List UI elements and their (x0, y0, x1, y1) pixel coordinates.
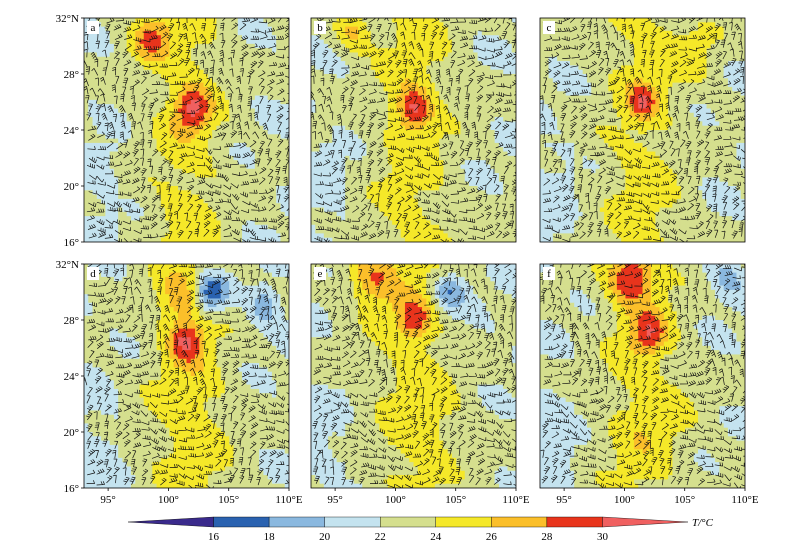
y-tick-label: 24° (64, 125, 79, 137)
panel-label-box (87, 21, 99, 34)
panel-label-box (87, 267, 99, 280)
panel-label: e (318, 268, 323, 280)
y-tick-label: 32°N (56, 13, 79, 25)
y-tick-label: 28° (64, 69, 79, 81)
colorbar-tick-label: 16 (208, 531, 220, 543)
colorbar-tick-label: 20 (319, 531, 331, 543)
colorbar-tick-label: 30 (597, 531, 609, 543)
colorbar-segment (380, 516, 436, 528)
x-tick-label: 110°E (731, 494, 758, 506)
panel-c: c (539, 17, 746, 243)
x-tick-label: 95° (556, 494, 571, 506)
temperature-field (84, 18, 289, 242)
colorbar-tick-label: 28 (541, 531, 553, 543)
colorbar-tick-label: 26 (486, 531, 498, 543)
panel-e: e 95° 100° 105° 110°E (310, 263, 530, 506)
temperature-field (311, 18, 516, 242)
temperature-field (540, 264, 745, 488)
panel-a: a 16° 20° 24° 28° 32°N (56, 13, 290, 249)
panel-b: b (310, 17, 517, 243)
temperature-field (540, 18, 745, 242)
x-tick-label: 110°E (502, 494, 529, 506)
y-tick-label: 24° (64, 371, 79, 383)
colorbar-segment (268, 516, 325, 528)
temperature-field (84, 264, 289, 488)
y-tick-label: 28° (64, 315, 79, 327)
colorbar-title: T/°C (692, 517, 714, 529)
wind-barbs (311, 18, 516, 242)
x-tick-label: 95° (100, 494, 115, 506)
panel-label: f (547, 268, 551, 280)
wind-barbs (312, 264, 516, 488)
wind-barbs (84, 264, 289, 488)
panel-d: d 16° 20° 24° 28° 32°N 95° 100° 105° 110°E (56, 259, 303, 506)
colorbar-tick-label: 22 (375, 531, 386, 543)
colorbar-tick-label: 24 (430, 531, 442, 543)
x-tick-label: 100° (614, 494, 635, 506)
colorbar-segment (127, 516, 214, 528)
panel-label-box (314, 267, 326, 280)
colorbar: 16 18 20 22 24 26 28 30 T/°C (127, 516, 714, 543)
x-tick-label: 110°E (275, 494, 302, 506)
x-tick-label: 105° (218, 494, 239, 506)
y-tick-label: 20° (64, 427, 79, 439)
y-tick-label: 16° (64, 237, 79, 249)
colorbar-segment (491, 516, 548, 528)
panel-f: f 95° 100° 105° 110°E (539, 263, 759, 506)
wind-barbs (540, 264, 745, 488)
colorbar-segment (602, 516, 689, 528)
colorbar-segment (435, 516, 492, 528)
panel-label: c (547, 22, 552, 34)
panel-label-box (543, 267, 555, 280)
panel-label-box (543, 21, 555, 34)
panel-label: a (91, 22, 96, 34)
panel-frame (310, 263, 517, 489)
x-tick-label: 105° (674, 494, 695, 506)
colorbar-segment (213, 516, 270, 528)
panel-label: d (90, 268, 96, 280)
y-tick-label: 32°N (56, 259, 79, 271)
temperature-field (311, 264, 516, 488)
x-tick-label: 95° (327, 494, 342, 506)
colorbar-segment (546, 516, 603, 528)
panel-label-box (314, 21, 326, 34)
wind-barbs (84, 18, 289, 242)
panels-layer: a 16° 20° 24° 28° 32°N b c d 16° 20° 24° 28° 32°N 95° 1… (56, 13, 759, 506)
x-tick-label: 100° (385, 494, 406, 506)
x-tick-label: 100° (158, 494, 179, 506)
panel-frame (539, 17, 746, 243)
y-tick-label: 16° (64, 483, 79, 495)
panel-label: b (317, 22, 323, 34)
colorbar-tick-label: 18 (264, 531, 276, 543)
panel-frame (310, 17, 517, 243)
y-tick-label: 20° (64, 181, 79, 193)
x-tick-label: 105° (445, 494, 466, 506)
colorbar-segment (324, 516, 381, 528)
panel-frame (539, 263, 746, 489)
